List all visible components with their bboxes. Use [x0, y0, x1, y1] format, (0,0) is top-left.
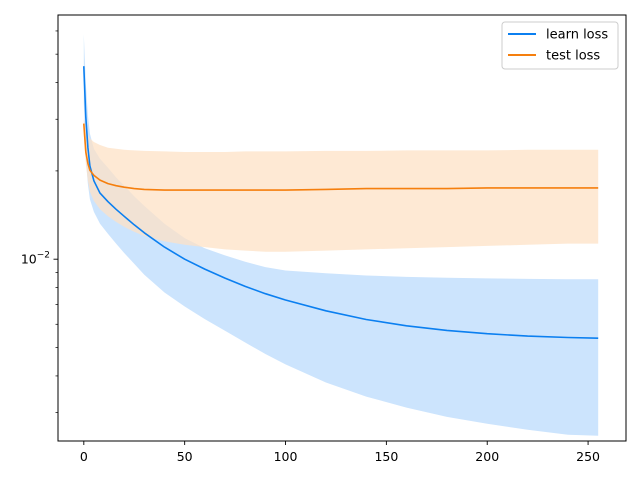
- band-test-loss: [83, 119, 599, 252]
- y-axis-ticks: 10−2: [21, 30, 58, 413]
- line-test-loss: [83, 123, 599, 191]
- legend: learn loss test loss: [501, 21, 619, 70]
- x-tick-label: 100: [274, 449, 298, 464]
- x-tick-label: 0: [80, 449, 88, 464]
- line-learn-loss: [83, 66, 599, 339]
- legend-label-test-loss: test loss: [546, 49, 600, 64]
- x-tick-label: 50: [177, 449, 193, 464]
- confidence-bands: [83, 34, 599, 436]
- band-learn-loss: [83, 34, 599, 436]
- plot-frame: [57, 14, 627, 442]
- x-tick-label: 250: [576, 449, 600, 464]
- x-tick-label: 150: [374, 449, 398, 464]
- legend-label-learn-loss: learn loss: [546, 28, 608, 43]
- y-tick-label: 10−2: [21, 251, 50, 267]
- x-tick-label: 200: [475, 449, 499, 464]
- series-lines: [83, 66, 599, 339]
- x-axis-ticks: 0 50 100 150 200 250: [80, 441, 600, 464]
